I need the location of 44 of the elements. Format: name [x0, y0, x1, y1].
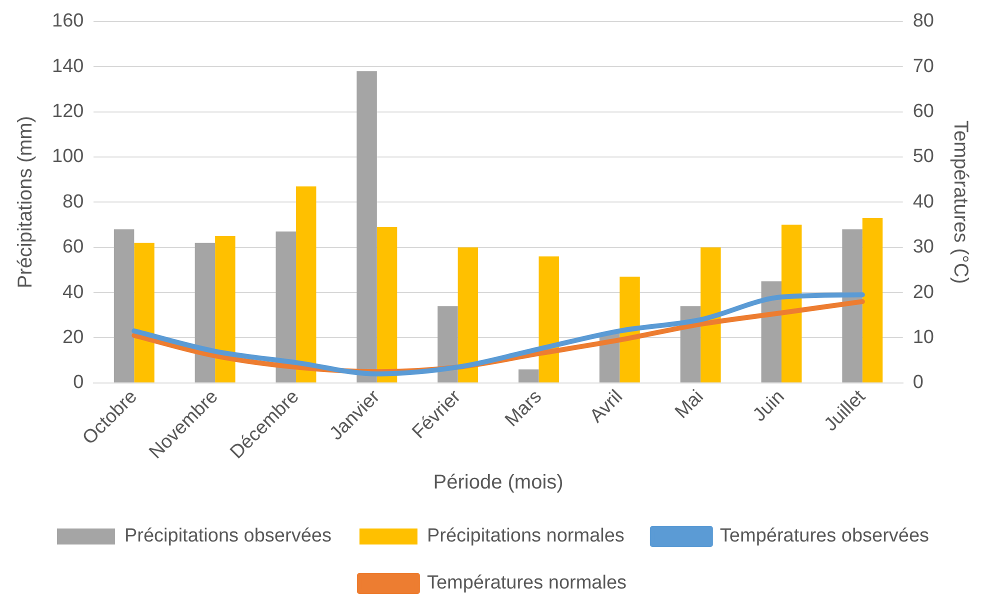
bar	[194, 242, 216, 382]
y2-tick-label: 70	[912, 56, 934, 77]
bar	[134, 242, 154, 382]
y2-tick-label: 80	[912, 10, 934, 32]
y2-tick-label: 40	[912, 191, 934, 212]
y2-axis-title: Températures (°C)	[949, 120, 972, 284]
y-tick-label: 20	[62, 326, 84, 348]
legend-label: Températures observées	[720, 526, 930, 547]
y-tick-label: 60	[62, 236, 84, 258]
bar	[518, 369, 539, 382]
y2-tick-label: 50	[912, 146, 934, 168]
bar	[376, 227, 398, 382]
bar	[538, 256, 559, 382]
bar	[114, 229, 134, 382]
y-tick-label: 100	[52, 146, 84, 168]
bar	[356, 71, 377, 382]
legend-label: Températures normales	[426, 572, 627, 594]
y-tick-label: 120	[52, 101, 84, 122]
x-tick-label: Juin	[749, 386, 789, 426]
legend-label: Précipitations normales	[426, 526, 624, 547]
bar	[296, 186, 316, 382]
bar	[781, 224, 802, 382]
y-axis-title: Précipitations (mm)	[14, 116, 37, 288]
y-tick-label: 0	[73, 372, 84, 394]
y-tick-label: 40	[62, 282, 84, 303]
bar	[276, 232, 296, 382]
y-tick-label: 140	[52, 56, 84, 77]
bar	[215, 236, 236, 382]
legend-label: Précipitations observées	[124, 526, 332, 547]
y-tick-label: 80	[62, 191, 84, 212]
bar	[458, 247, 478, 382]
bar	[842, 229, 862, 382]
x-tick-label: Mai	[671, 386, 708, 423]
y-tick-label: 160	[52, 10, 84, 32]
bar	[862, 218, 883, 382]
bar	[620, 276, 640, 382]
y2-tick-label: 30	[912, 236, 934, 258]
y2-tick-label: 60	[912, 101, 934, 122]
bar	[700, 247, 721, 382]
x-axis-title: Période (mois)	[433, 472, 564, 494]
y2-tick-label: 0	[912, 372, 924, 394]
bar	[438, 306, 458, 382]
y2-tick-label: 20	[912, 282, 934, 303]
y2-tick-label: 10	[912, 326, 934, 348]
